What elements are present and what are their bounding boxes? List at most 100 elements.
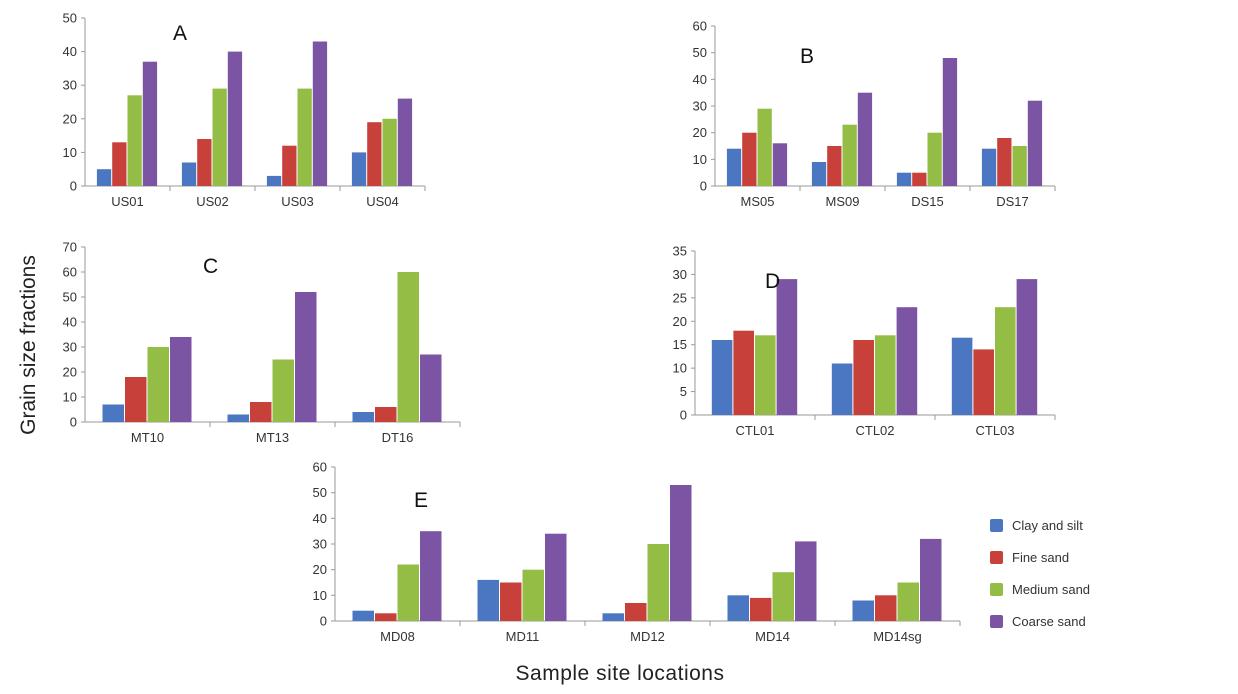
x-tick-label: CTL03 [975,423,1014,438]
x-tick-label: CTL01 [735,423,774,438]
chart-panel: 0 10 20 30 40 50 60 70 MT10 MT13 DT16 C [63,240,461,445]
bar [776,279,798,415]
legend-label: Clay and silt [1012,517,1083,533]
bar [96,169,112,186]
x-tick-label: US03 [281,194,314,209]
y-tick-label: 60 [63,265,77,280]
bar [397,564,419,621]
bar [1016,279,1038,415]
y-tick-label: 35 [673,244,687,259]
y-tick-label: 30 [313,537,327,552]
y-tick-label: 40 [313,511,327,526]
bar [212,88,227,186]
y-tick-label: 25 [673,290,687,305]
bar [1012,146,1027,186]
chart-panel: 0 10 20 30 40 50 60 MD08 MD11 MD12 MD14 MD14sg E [313,460,961,644]
bar [420,354,442,422]
bar [896,172,912,186]
legend-swatch [990,614,1003,628]
bar [545,533,567,621]
panel-label: A [173,22,187,45]
bar [852,600,874,621]
legend-swatch [990,550,1003,564]
legend-swatch [990,518,1003,532]
legend: Clay and silt Fine sand Medium sand Coar… [990,515,1230,643]
bar [857,92,873,186]
bar [995,307,1016,415]
bar [772,572,794,621]
bar [981,148,997,186]
x-tick-label: MD08 [380,629,415,644]
x-tick-label: DS15 [911,194,944,209]
bar [647,544,669,621]
y-tick-label: 10 [63,145,77,160]
bar [181,162,197,186]
bar [757,108,772,186]
bar [772,143,788,186]
legend-item: Clay and silt [990,515,1230,535]
bar [142,61,158,187]
bar [420,531,442,621]
panel-label: B [800,45,814,68]
bar [351,152,367,186]
bar [920,538,942,621]
bar [125,377,147,422]
bar [733,330,754,415]
x-tick-label: MS09 [826,194,860,209]
panel-label: E [414,489,428,512]
y-tick-label: 30 [673,267,687,282]
bar [842,124,857,186]
bar [896,307,918,415]
bar [1027,100,1043,186]
bar [942,58,958,186]
y-tick-label: 30 [63,340,77,355]
y-tick-label: 10 [313,588,327,603]
bar [755,335,776,415]
chart-panel: 0 5 10 15 20 25 30 35 CTL01 CTL02 CTL03 D [673,244,1056,438]
y-tick-label: 40 [693,72,707,87]
y-tick-label: 0 [320,614,327,629]
y-tick-label: 50 [63,290,77,305]
bar [112,142,127,186]
x-tick-label: US01 [111,194,144,209]
x-axis-title: Sample site locations [515,662,725,685]
x-tick-label: MD12 [630,629,665,644]
bar [912,172,927,186]
y-tick-label: 5 [680,384,687,399]
bar [397,272,419,422]
bar [727,595,749,621]
bar [282,145,297,186]
x-tick-label: DT16 [382,430,414,445]
legend-label: Coarse sand [1012,613,1086,629]
bar [367,122,382,186]
x-tick-label: US04 [366,194,399,209]
y-axis-title: Grain size fractions [17,255,40,435]
bar [250,402,272,422]
bar [726,148,742,186]
y-tick-label: 40 [63,44,77,59]
bar [827,146,842,186]
bar [147,347,169,422]
bar [375,613,397,621]
y-tick-label: 50 [63,11,77,26]
legend-item: Fine sand [990,547,1230,567]
chart-panel: 0 10 20 30 40 50 60 MS05 MS09 DS15 DS17 B [693,19,1056,209]
bar [397,98,413,186]
bar [197,139,212,186]
x-tick-label: DS17 [996,194,1029,209]
bar [477,579,499,621]
y-tick-label: 10 [693,152,707,167]
y-tick-label: 30 [63,78,77,93]
bar [831,363,853,415]
bar [272,359,294,422]
bar [170,337,192,422]
bar [352,412,374,422]
y-tick-label: 20 [63,365,77,380]
bar [227,51,243,186]
y-tick-label: 0 [70,179,77,194]
y-tick-label: 60 [313,460,327,475]
x-tick-label: US02 [196,194,229,209]
y-tick-label: 50 [313,485,327,500]
